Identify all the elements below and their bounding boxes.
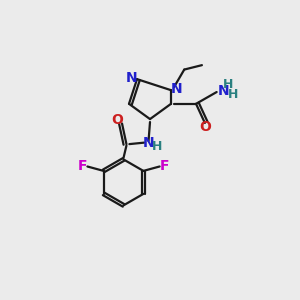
Text: O: O [199,120,211,134]
Text: F: F [78,160,88,173]
Text: O: O [112,113,124,127]
Text: H: H [223,78,233,91]
Text: N: N [126,71,137,85]
Text: N: N [170,82,182,96]
Text: N: N [143,136,154,150]
Text: F: F [159,160,169,173]
Text: N: N [218,85,230,98]
Text: H: H [228,88,238,101]
Text: H: H [152,140,162,153]
